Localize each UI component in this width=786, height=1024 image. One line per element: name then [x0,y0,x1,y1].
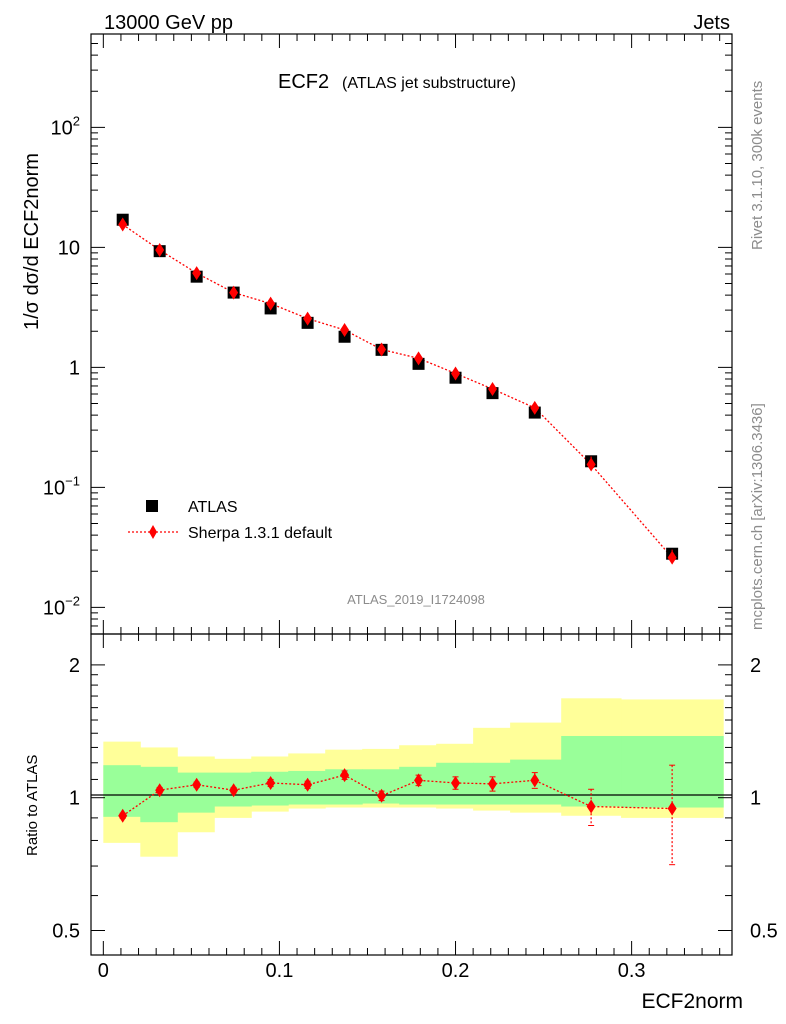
ratio-point [192,777,202,792]
main-panel: 10−2 10−1 1 10 102 [43,33,733,635]
legend-marker-sherpa [149,525,157,539]
mc-series-path [122,224,673,559]
ratio-y-tick-label-right: 2 [750,655,761,677]
mc-point [414,351,424,366]
ratio-point [155,783,165,798]
ratio-mc-series [118,764,677,866]
ratio-tick-labels: 0.5 0.5 1 1 2 2 0 0.1 0.2 0.3 [52,655,778,982]
x-tick-label: 0.1 [266,960,294,982]
mc-point [303,311,313,326]
band-inner-bin [177,772,215,813]
mc-point [488,382,498,397]
mc-point [118,217,128,232]
rivet-version-label: Rivet 3.1.10, 300k events [749,81,766,250]
legend-label-atlas: ATLAS [188,499,238,516]
ratio-panel-frame [90,633,733,956]
x-tick-label: 0.2 [442,960,470,982]
mc-point [229,285,239,300]
ratio-mc-path [122,774,673,817]
ratio-y-axis-label: Ratio to ATLAS [24,755,41,856]
mcplots-reference-label: mcplots.cern.ch [arXiv:1306.3436] [749,403,766,630]
mc-point [155,243,165,258]
mc-point [340,322,350,337]
ratio-point [340,768,350,783]
mc-point [192,266,202,281]
ratio-point [451,775,461,790]
mc-series-points [118,217,677,566]
x-axis-label: ECF2norm [641,990,743,1013]
mc-point [667,550,677,565]
ratio-point [118,808,128,823]
ratio-y-tick-label-right: 1 [750,788,761,810]
mc-point [586,457,596,472]
main-y-tick-labels: 10−2 10−1 1 10 102 [43,113,80,619]
header-process-label: Jets [693,12,730,34]
ratio-y-tick-label-left: 0.5 [52,921,80,943]
main-panel-frame [90,33,733,635]
uncertainty-band-inner [103,735,724,823]
plot-subtitle: (ATLAS jet substructure) [342,75,516,92]
ratio-point [229,783,239,798]
main-y-axis-label: 1/σ dσ/d ECF2norm [21,153,43,330]
mc-series-line [122,224,673,559]
ratio-point [667,801,677,816]
band-inner-bin [103,765,141,817]
ratio-axis-ticks [91,634,732,955]
x-tick-label: 0.3 [618,960,646,982]
ratio-y-tick-label-right: 0.5 [750,921,778,943]
ratio-y-tick-label-left: 2 [69,655,80,677]
main-axis-ticks [91,33,732,635]
analysis-watermark: ATLAS_2019_I1724098 [347,592,485,607]
band-inner-bin [561,735,622,807]
ratio-panel: 0.5 0.5 1 1 2 2 0 0.1 0.2 0.3 [52,633,778,982]
main-y-tick-label: 10 [58,237,80,259]
ratio-point [586,799,596,814]
main-y-tick-label: 102 [51,113,80,139]
ratio-point [530,773,540,788]
legend-marker-atlas [146,500,158,512]
mc-point [451,366,461,381]
mc-point [530,400,540,415]
ratio-point [266,775,276,790]
legend-label-sherpa: Sherpa 1.3.1 default [188,525,333,542]
main-y-tick-label: 10−1 [43,473,80,499]
legend: ATLAS Sherpa 1.3.1 default [128,499,333,542]
ratio-point [303,777,313,792]
ratio-y-tick-label-left: 1 [69,788,80,810]
header-energy-label: 13000 GeV pp [104,12,233,34]
x-tick-label: 0 [98,960,109,982]
main-y-tick-label: 1 [69,357,80,379]
main-y-tick-label: 10−2 [43,593,80,619]
mc-point [377,342,387,357]
band-inner-bin [621,735,724,808]
ratio-point [414,773,424,788]
ratio-point [488,776,498,791]
plot-title: ECF2 [278,71,329,93]
mc-point [266,296,276,311]
ratio-point [377,788,387,803]
